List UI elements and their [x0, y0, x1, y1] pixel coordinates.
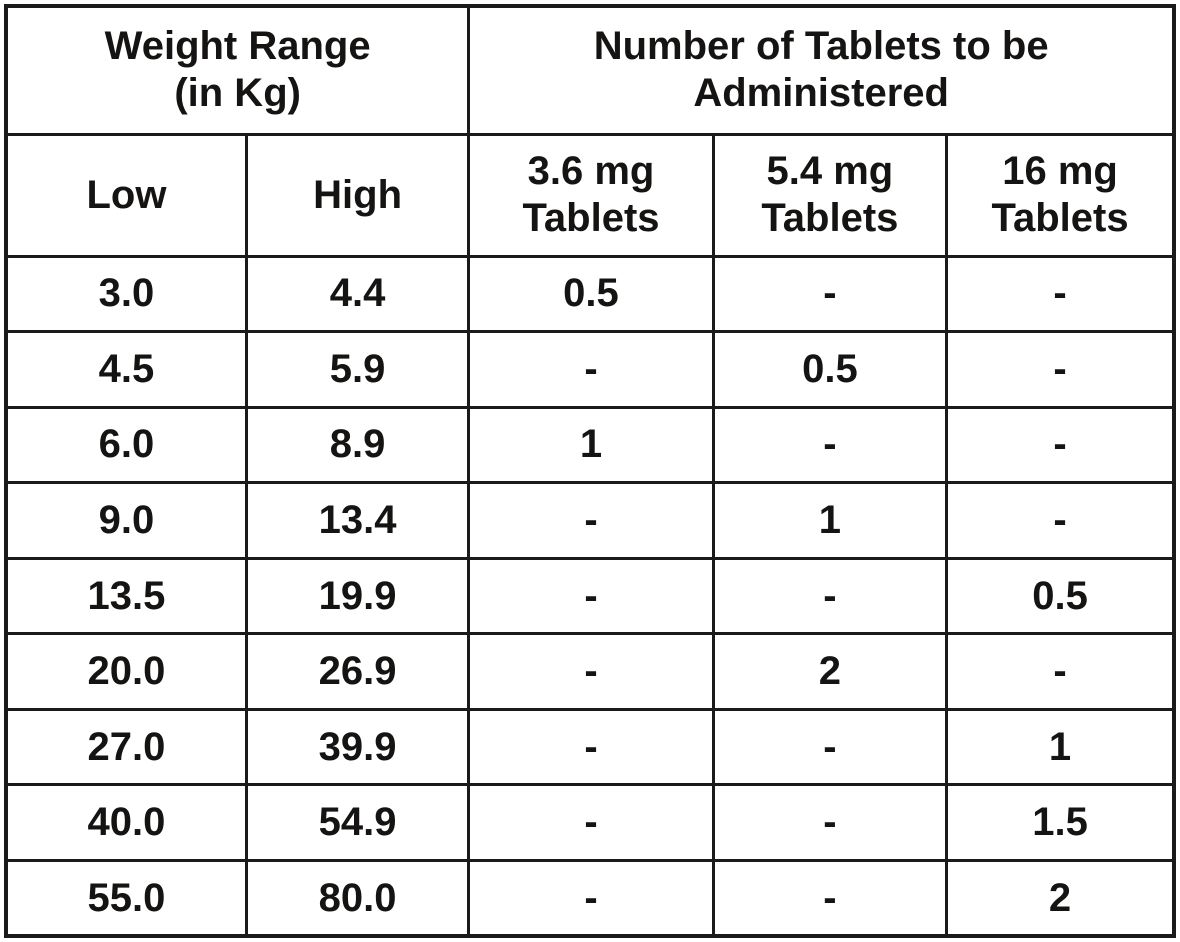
cell-tablets-3-6-mg: - — [467, 783, 715, 862]
header-group-row: Weight Range (in Kg) Number of Tablets t… — [4, 4, 1176, 136]
col-header-tablets-16-mg: 16 mg Tablets — [945, 132, 1176, 258]
cell-tablets-16-mg: - — [945, 405, 1176, 485]
cell-tablets-5-4-mg: - — [711, 254, 949, 334]
cell-low: 27.0 — [4, 707, 248, 787]
cell-low: 20.0 — [4, 632, 248, 711]
cell-tablets-16-mg: 1 — [945, 707, 1176, 787]
cell-low: 4.5 — [4, 330, 248, 409]
cell-high: 5.9 — [244, 330, 471, 409]
header-weight-range: Weight Range (in Kg) — [4, 4, 471, 136]
cell-low: 13.5 — [4, 556, 248, 636]
table-row: 6.0 8.9 1- - — [4, 405, 1176, 485]
cell-tablets-5-4-mg: - — [711, 858, 949, 938]
cell-tablets-5-4-mg: 0.5 — [711, 330, 949, 409]
cell-tablets-5-4-mg: 1 — [711, 481, 949, 560]
col-header-high: High — [244, 132, 471, 258]
col-header-tablets-5-4-mg: 5.4 mg Tablets — [711, 132, 949, 258]
cell-tablets-5-4-mg: - — [711, 783, 949, 862]
table-row: 55.0 80.0- -2 — [4, 858, 1176, 938]
cell-low: 55.0 — [4, 858, 248, 938]
cell-tablets-3-6-mg: 1 — [467, 405, 715, 485]
cell-tablets-3-6-mg: - — [467, 556, 715, 636]
header-columns-row: Low High 3.6 mg Tablets 5.4 mg Tablets 1… — [4, 132, 1176, 258]
cell-low: 9.0 — [4, 481, 248, 560]
cell-high: 80.0 — [244, 858, 471, 938]
cell-tablets-3-6-mg: 0.5 — [467, 254, 715, 334]
cell-tablets-16-mg: 1.5 — [945, 783, 1176, 862]
cell-high: 54.9 — [244, 783, 471, 862]
table-row: 13.5 19.9- -0.5 — [4, 556, 1176, 636]
col-header-tablets-3-6-mg: 3.6 mg Tablets — [467, 132, 715, 258]
cell-tablets-16-mg: - — [945, 254, 1176, 334]
cell-tablets-3-6-mg: - — [467, 707, 715, 787]
cell-high: 26.9 — [244, 632, 471, 711]
table-row: 9.0 13.4-1- — [4, 481, 1176, 560]
table-body: 3.0 4.4 0.5- -4.5 5.9-0.5-6.0 8.9 1- -9.0 13.4-1… — [4, 254, 1176, 938]
cell-high: 4.4 — [244, 254, 471, 334]
cell-low: 6.0 — [4, 405, 248, 485]
cell-tablets-3-6-mg: - — [467, 330, 715, 409]
cell-low: 40.0 — [4, 783, 248, 862]
cell-tablets-16-mg: 0.5 — [945, 556, 1176, 636]
table-row: 20.0 26.9-2- — [4, 632, 1176, 711]
dosing-table: Weight Range (in Kg) Number of Tablets t… — [4, 4, 1176, 938]
header-number-of-tablets: Number of Tablets to be Administered — [467, 4, 1176, 136]
cell-tablets-16-mg: - — [945, 481, 1176, 560]
cell-tablets-5-4-mg: 2 — [711, 632, 949, 711]
table-row: 27.0 39.9- -1 — [4, 707, 1176, 787]
table-row: 40.0 54.9- -1.5 — [4, 783, 1176, 862]
cell-high: 19.9 — [244, 556, 471, 636]
table-header: Weight Range (in Kg) Number of Tablets t… — [4, 4, 1176, 258]
col-header-low: Low — [4, 132, 248, 258]
cell-high: 8.9 — [244, 405, 471, 485]
cell-tablets-16-mg: - — [945, 330, 1176, 409]
cell-tablets-3-6-mg: - — [467, 481, 715, 560]
cell-tablets-16-mg: - — [945, 632, 1176, 711]
cell-high: 13.4 — [244, 481, 471, 560]
table-row: 3.0 4.4 0.5- - — [4, 254, 1176, 334]
cell-tablets-5-4-mg: - — [711, 405, 949, 485]
cell-tablets-3-6-mg: - — [467, 632, 715, 711]
table-row: 4.5 5.9-0.5- — [4, 330, 1176, 409]
cell-tablets-5-4-mg: - — [711, 707, 949, 787]
cell-tablets-3-6-mg: - — [467, 858, 715, 938]
cell-tablets-5-4-mg: - — [711, 556, 949, 636]
cell-tablets-16-mg: 2 — [945, 858, 1176, 938]
cell-high: 39.9 — [244, 707, 471, 787]
cell-low: 3.0 — [4, 254, 248, 334]
